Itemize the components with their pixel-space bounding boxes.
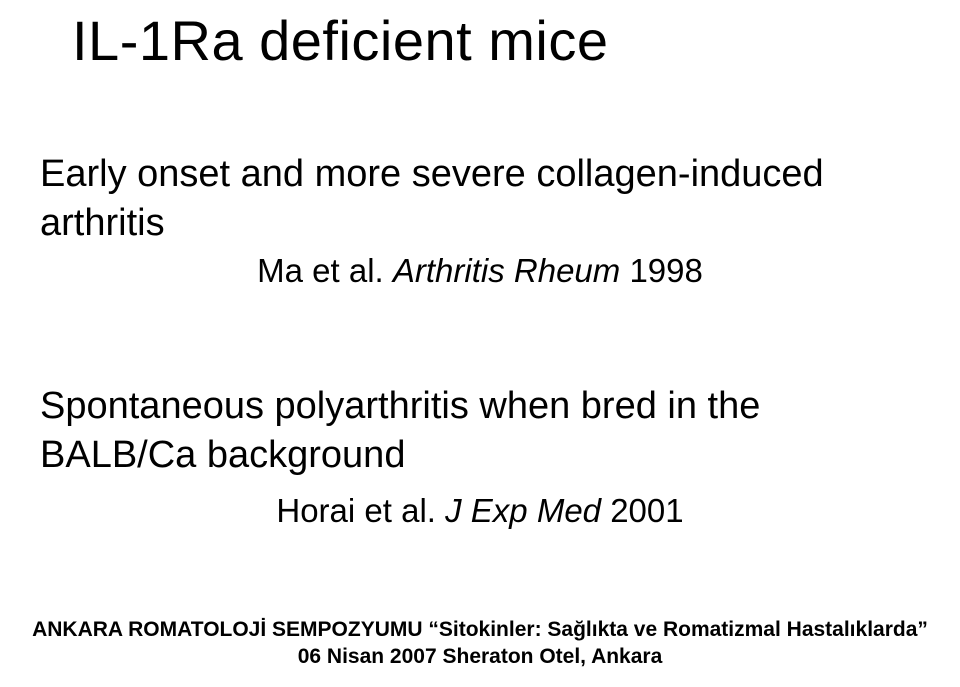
ref1-year: 1998 <box>629 252 702 289</box>
reference-1: Ma et al. Arthritis Rheum 1998 <box>0 252 960 290</box>
reference-2: Horai et al. J Exp Med 2001 <box>0 492 960 530</box>
slide-title: IL-1Ra deficient mice <box>72 8 609 73</box>
footer-line-2: 06 Nisan 2007 Sheraton Otel, Ankara <box>0 644 960 671</box>
body-text-1: Early onset and more severe collagen-ind… <box>40 150 920 247</box>
ref1-author: Ma et al. <box>257 252 393 289</box>
ref1-journal: Arthritis Rheum <box>393 252 630 289</box>
body-text-2: Spontaneous polyarthritis when bred in t… <box>40 382 920 479</box>
ref2-journal: J Exp Med <box>445 492 610 529</box>
footer-line-1: ANKARA ROMATOLOJİ SEMPOZYUMU “Sitokinler… <box>0 617 960 644</box>
ref2-year: 2001 <box>610 492 683 529</box>
slide: IL-1Ra deficient mice Early onset and mo… <box>0 0 960 687</box>
slide-footer: ANKARA ROMATOLOJİ SEMPOZYUMU “Sitokinler… <box>0 617 960 671</box>
ref2-author: Horai et al. <box>276 492 445 529</box>
